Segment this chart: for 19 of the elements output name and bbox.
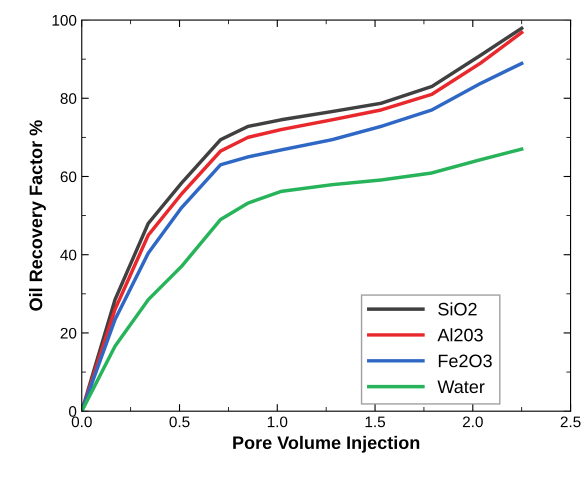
y-tick-label: 60 (60, 171, 76, 182)
x-tick-label: 2.0 (462, 416, 483, 428)
y-tick-label: 80 (60, 93, 76, 104)
legend-label: SiO2 (438, 302, 477, 316)
x-tick-label: 0.5 (170, 416, 190, 428)
line-series (82, 147, 524, 412)
y-tick-label: 20 (60, 328, 76, 339)
x-tick-label: 1.5 (366, 416, 386, 428)
y-tick-label: 0 (69, 406, 76, 417)
y-axis-title: Oil Recovery Factor % (29, 120, 46, 311)
x-tick-label: 2.5 (560, 416, 581, 428)
legend-label: Fe2O3 (438, 354, 492, 368)
legend-label: Al203 (437, 328, 483, 342)
x-tick-label: 0.0 (72, 416, 92, 428)
y-tick-label: 40 (60, 250, 76, 260)
x-tick-label: 1.0 (268, 416, 288, 428)
legend-label: Water (437, 380, 485, 394)
y-tick-label: 100 (52, 14, 76, 26)
x-axis-title: Pore Volume Injection (233, 436, 420, 453)
